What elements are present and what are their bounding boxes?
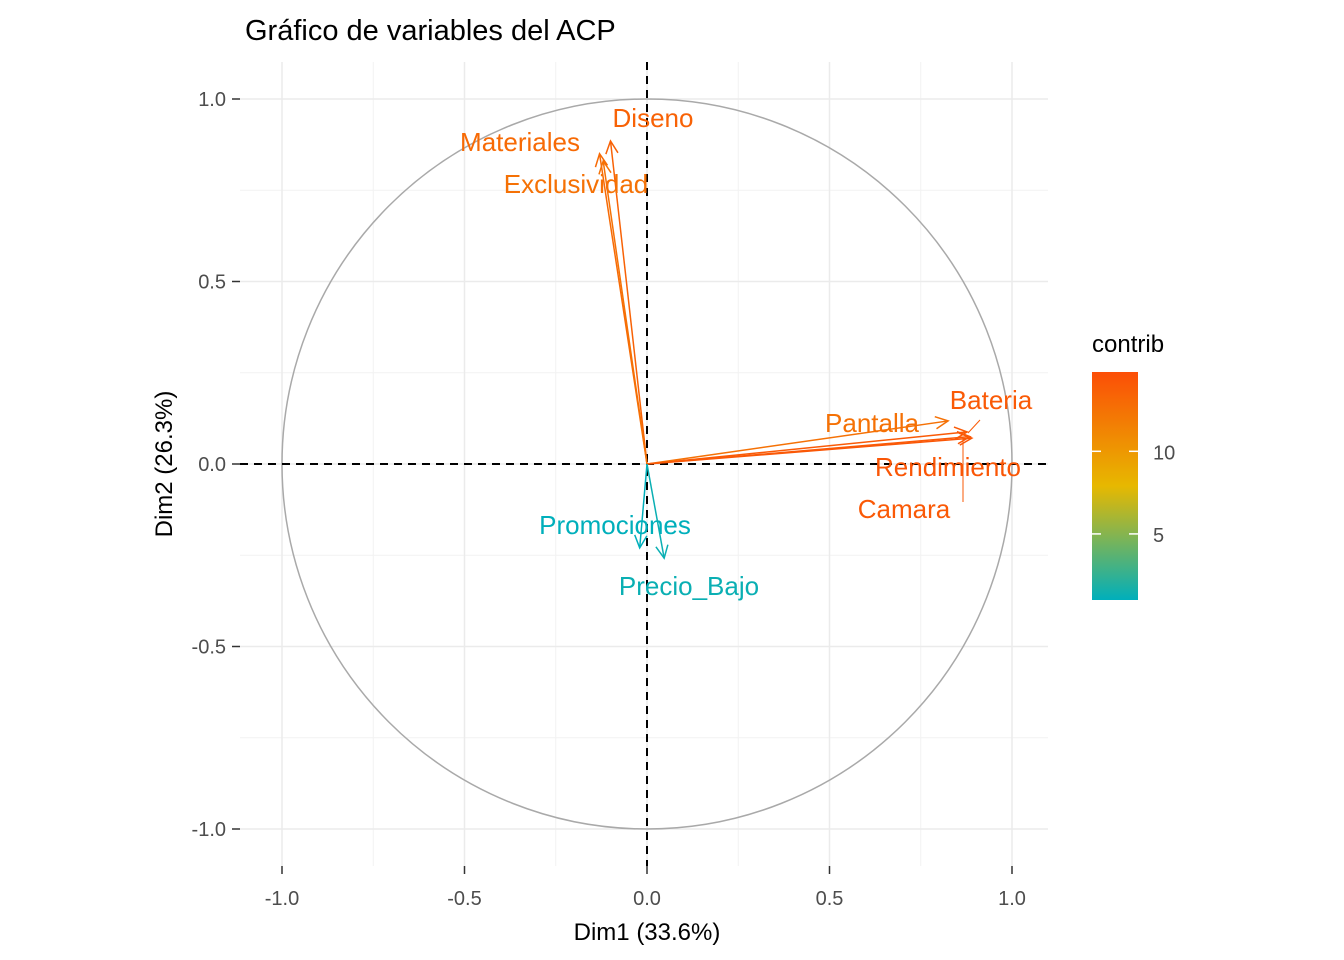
arrow-shaft	[646, 431, 968, 465]
legend-tick-label: 5	[1153, 525, 1164, 547]
legend-tick-label: 10	[1153, 442, 1175, 464]
variable-arrow-pantalla: Pantalla	[646, 408, 950, 465]
arrow-head	[655, 544, 669, 560]
variable-label: Rendimiento	[875, 452, 1021, 482]
variable-arrow-bateria: Bateria	[646, 385, 1033, 465]
x-tick-label: 0.5	[816, 888, 844, 910]
arrow-shaft	[646, 463, 665, 559]
arrow-shaft	[609, 140, 648, 465]
variable-label: Materiales	[460, 127, 580, 157]
legend-title: contrib	[1092, 331, 1164, 358]
arrow-shaft	[646, 435, 971, 465]
arrow-shaft	[646, 420, 949, 465]
y-tick-label: -1.0	[192, 819, 226, 841]
chart-title: Gráfico de variables del ACP	[245, 15, 616, 47]
arrow-shaft	[638, 463, 648, 549]
variable-label: Camara	[858, 494, 951, 524]
arrow-head	[956, 430, 972, 445]
legend: contrib 5 10	[1092, 331, 1175, 600]
variable-label: Promociones	[539, 510, 691, 540]
legend-colorbar	[1092, 372, 1138, 600]
label-leader-line	[967, 419, 981, 434]
y-axis-label: Dim2 (26.3%)	[151, 391, 178, 538]
y-tick-label: -0.5	[192, 637, 226, 659]
arrow-head	[634, 534, 648, 550]
y-tick-label: 1.0	[198, 89, 226, 111]
arrow-head	[594, 152, 609, 168]
variable-arrow-promociones: Promociones	[539, 463, 691, 550]
x-tick-label: 1.0	[998, 888, 1026, 910]
variable-label: Pantalla	[825, 408, 919, 438]
y-tick-label: 0.5	[198, 272, 226, 294]
arrow-head	[605, 139, 619, 155]
arrow-head	[953, 426, 969, 440]
variable-label: Exclusividad	[504, 169, 649, 199]
arrow-head	[934, 415, 950, 430]
y-tick-label: 0.0	[198, 454, 226, 476]
variable-label: Diseno	[613, 103, 694, 133]
variable-label: Bateria	[950, 385, 1033, 415]
x-tick-label: -1.0	[265, 888, 299, 910]
x-tick-label: 0.0	[633, 888, 661, 910]
arrow-head	[598, 159, 612, 175]
x-axis-label: Dim1 (33.6%)	[574, 919, 721, 946]
variable-arrow-precio_bajo: Precio_Bajo	[619, 463, 759, 601]
variable-arrow-camara: Camara	[646, 430, 972, 524]
grid: -1.0 -0.5 0.0 0.5 1.0 -1.0 -0.5 0.0 0.5 1.0	[192, 62, 1048, 910]
x-tick-label: -0.5	[447, 888, 481, 910]
arrow-shaft	[602, 160, 648, 465]
marks: Diseno Materiales Exclusividad Bateria Panta…	[240, 62, 1048, 866]
variable-arrow-diseno: Diseno	[605, 103, 694, 465]
variable-arrow-exclusividad: Exclusividad	[504, 159, 649, 465]
variable-label: Precio_Bajo	[619, 571, 759, 601]
